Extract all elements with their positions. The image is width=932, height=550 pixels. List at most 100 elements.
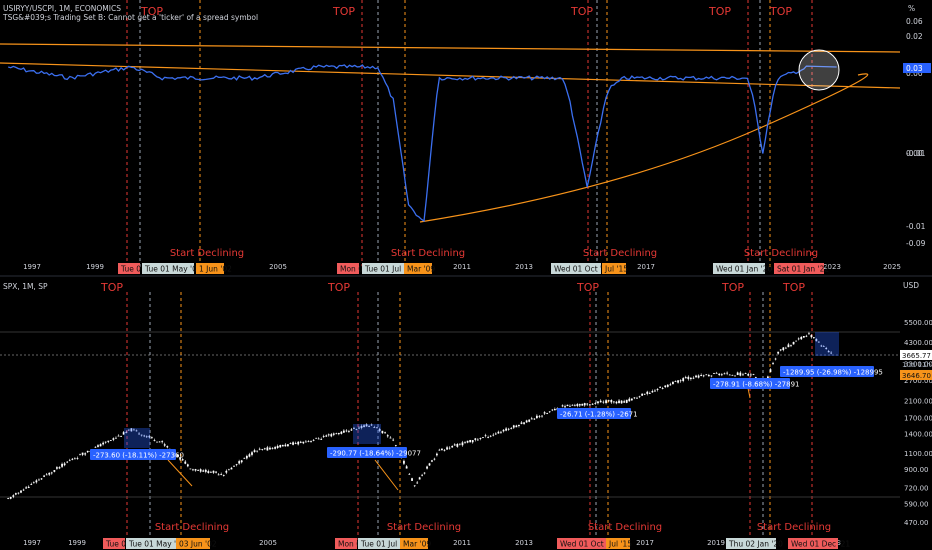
- spx-orange-price-bg: [900, 369, 932, 380]
- spx-candle-body: [625, 399, 628, 403]
- spx-date-tag: Mon 01: [338, 540, 366, 549]
- spx-candle-body: [742, 374, 744, 376]
- spx-x-year: 2013: [515, 539, 533, 547]
- spx-candle-body: [561, 405, 564, 407]
- spx-candle-body: [792, 341, 795, 345]
- spx-candle-body: [523, 422, 525, 424]
- spx-measure-zone: [815, 332, 839, 356]
- spx-candle-body: [489, 435, 492, 437]
- spx-candle-body: [666, 384, 669, 387]
- spx-candle-body: [448, 447, 451, 449]
- spx-candle-body: [381, 430, 384, 434]
- top-date-tag-bg: [118, 263, 140, 274]
- spx-candle-body: [150, 437, 153, 439]
- spx-candle-body: [289, 443, 292, 444]
- spx-candle-body: [416, 482, 419, 484]
- spx-candle-body: [684, 377, 687, 379]
- spx-measure-label: -273.60 (-18.11%) -27360: [93, 452, 184, 460]
- spx-candle-body: [148, 435, 151, 438]
- spx-date-tag-bg: [400, 538, 428, 549]
- spx-candle-body: [279, 445, 282, 448]
- spx-candle-body: [197, 470, 199, 471]
- spx-candle-body: [654, 390, 656, 392]
- spx-candle-body: [40, 478, 43, 480]
- spx-candle-body: [702, 375, 705, 377]
- spx-candle-body: [355, 429, 358, 430]
- spx-axis-tick: 720.00: [904, 484, 929, 492]
- spx-candle-body: [125, 432, 128, 433]
- top-axis-tick: 0.02: [906, 32, 923, 41]
- spx-candle-body: [820, 345, 823, 347]
- spx-measure-label-bg: [710, 378, 790, 389]
- spx-candle-body: [25, 487, 28, 489]
- spx-candle-body: [271, 447, 274, 449]
- spx-candle-body: [458, 443, 461, 445]
- spx-candle-body: [274, 447, 276, 449]
- top-error-line: TSG&#039;s Trading Set B: Cannot get a '…: [2, 13, 258, 22]
- spx-candle-body: [94, 446, 97, 448]
- spx-measure-label: -1289.95 (-26.98%) -128995: [783, 369, 883, 377]
- spx-candle-body: [418, 477, 421, 480]
- spx-candle-body: [342, 430, 345, 433]
- spx-candle-body: [281, 444, 284, 447]
- spx-date-tag-bg: [788, 538, 838, 549]
- spx-decline-label: Start Declining: [387, 522, 461, 533]
- spx-candle-body: [189, 468, 192, 470]
- spx-date-tag: Jul '15: [608, 540, 632, 549]
- spx-candle-body: [240, 460, 243, 463]
- spx-candle-body: [63, 463, 66, 466]
- spx-candle-body: [135, 430, 138, 432]
- spx-candle-body: [363, 425, 365, 427]
- spx-candle-body: [777, 351, 780, 354]
- spx-candle-body: [431, 460, 433, 462]
- spx-candle-body: [810, 335, 813, 338]
- spx-axis-tick: 2700.00: [904, 377, 932, 385]
- spx-candle-body: [548, 411, 551, 413]
- spx-candle-body: [426, 466, 428, 469]
- spx-candle-body: [403, 460, 405, 464]
- spx-date-tag-bg: [176, 538, 210, 549]
- spx-candle-body: [138, 433, 140, 435]
- spx-candle-body: [599, 400, 602, 403]
- spx-candle-body: [143, 435, 146, 437]
- top-x-year: 2023: [823, 263, 841, 271]
- spx-candle-body: [158, 441, 161, 443]
- spx-candle-body: [505, 428, 507, 431]
- spx-candle-body: [464, 442, 466, 444]
- spx-candle-body: [782, 347, 785, 351]
- spx-candle-body: [797, 338, 800, 340]
- spx-x-year: 2005: [259, 539, 277, 547]
- spx-candle-body: [276, 445, 279, 448]
- top-label: TOP: [140, 5, 163, 18]
- spx-x-year: 1997: [23, 539, 41, 547]
- top-x-year: 1997: [23, 263, 41, 271]
- top-date-tag-bg: [337, 263, 359, 274]
- spx-candle-body: [633, 397, 636, 399]
- spx-candle-body: [127, 429, 130, 431]
- spx-symbol-line: SPX, 1M, SP: [3, 282, 48, 291]
- spx-x-year: 2017: [636, 539, 654, 547]
- decline-label: Start Declining: [583, 248, 657, 259]
- spx-candle-body: [453, 444, 456, 446]
- spx-candle-body: [325, 435, 328, 437]
- spx-candle-body: [651, 390, 654, 393]
- spx-candle-body: [130, 428, 133, 432]
- spx-candle-body: [235, 464, 238, 466]
- spx-candle-body: [541, 415, 543, 417]
- spx-price-unit: USD: [903, 281, 919, 290]
- spx-candle-body: [643, 393, 646, 395]
- spx-axis-tick: 1100.00: [904, 450, 932, 458]
- spx-candle-body: [122, 432, 125, 435]
- top-axis-tick: 0.00: [906, 149, 923, 158]
- spx-candle-body: [215, 471, 217, 473]
- spx-top-label: TOP: [100, 281, 123, 294]
- spx-candle-body: [736, 372, 739, 376]
- spx-candle-body: [27, 486, 30, 488]
- spx-candle-body: [628, 398, 631, 402]
- spx-candle-body: [535, 415, 538, 419]
- spx-candle-body: [353, 427, 355, 429]
- spx-candle-body: [695, 375, 697, 378]
- spx-candle-body: [253, 450, 256, 453]
- spx-candle-body: [66, 461, 69, 463]
- spx-candle-body: [269, 447, 271, 450]
